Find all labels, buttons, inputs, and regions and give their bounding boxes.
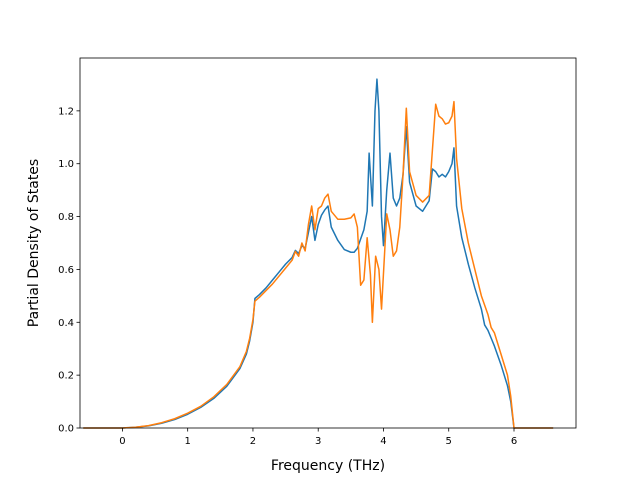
y-tick-label: 1.0 (58, 159, 74, 170)
y-tick-label: 0.8 (58, 212, 74, 223)
x-tick-label: 2 (250, 436, 256, 447)
x-axis-ticks: 0 1 2 3 4 5 6 (119, 428, 517, 447)
x-tick-label: 1 (184, 436, 190, 447)
y-tick-label: 0.4 (58, 318, 74, 329)
x-tick-label: 0 (119, 436, 125, 447)
y-tick-label: 1.2 (58, 106, 74, 117)
x-tick-label: 6 (511, 436, 517, 447)
plot-frame (79, 57, 577, 429)
x-tick-label: 4 (380, 436, 386, 447)
y-tick-label: 0.6 (58, 265, 74, 276)
x-tick-label: 5 (446, 436, 452, 447)
y-tick-label: 0.2 (58, 371, 74, 382)
x-axis-label: Frequency (THz) (271, 458, 385, 474)
y-axis-label: Partial Density of States (26, 159, 42, 327)
series-line-2 (83, 100, 554, 429)
x-tick-label: 3 (315, 436, 321, 447)
y-axis-ticks: 0.0 0.2 0.4 0.6 0.8 1.0 1.2 (58, 106, 80, 435)
plot-area (80, 58, 576, 428)
series-layer (83, 78, 554, 429)
y-tick-label: 0.0 (58, 424, 74, 435)
